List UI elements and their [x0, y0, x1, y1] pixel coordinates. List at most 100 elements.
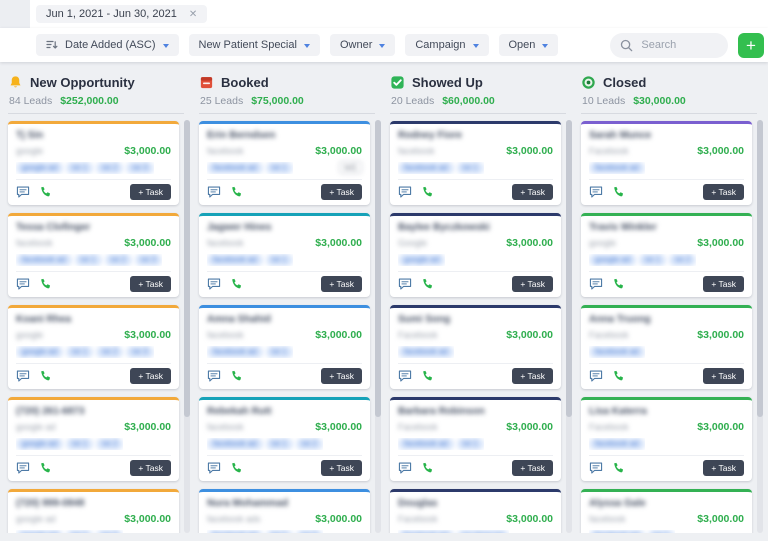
scrollbar-thumb[interactable] [184, 120, 190, 418]
lead-card[interactable]: Rebekah Rutt facebook $3,000.00 facebook… [199, 397, 370, 481]
lead-value: $3,000.00 [506, 513, 553, 525]
lead-card[interactable]: Jagwer Hines facebook $3,000.00 facebook… [199, 213, 370, 297]
column-scrollbar[interactable] [184, 120, 190, 533]
lead-card[interactable]: Travis Winkler google $3,000.00 google a… [581, 213, 752, 297]
phone-icon[interactable] [421, 186, 434, 199]
add-task-button[interactable]: + Task [703, 276, 744, 292]
lead-card[interactable]: Douglas Facebook $3,000.00 facebook adno… [390, 489, 561, 533]
campaign-dropdown[interactable]: Campaign [405, 34, 489, 56]
lead-tag: txt 1 [66, 529, 94, 533]
sort-dropdown[interactable]: Date Added (ASC) [36, 34, 179, 56]
scrollbar-thumb[interactable] [566, 120, 572, 418]
add-task-button[interactable]: + Task [321, 184, 362, 200]
lead-card[interactable]: Baylee Byczkowski Google $3,000.00 googl… [390, 213, 561, 297]
lead-card[interactable]: Tessa Clofinger facebook $3,000.00 faceb… [8, 213, 179, 297]
lead-card[interactable]: Amna Shahid facebook $3,000.00 facebook … [199, 305, 370, 389]
chat-icon[interactable] [589, 370, 603, 382]
chat-icon[interactable] [207, 186, 221, 198]
chat-icon[interactable] [16, 186, 30, 198]
status-dropdown[interactable]: Open [498, 34, 559, 56]
search-box [610, 32, 728, 58]
add-task-button[interactable]: + Task [321, 460, 362, 476]
lead-card[interactable]: (720) 999-0848 google ad $3,000.00 googl… [8, 489, 179, 533]
add-task-button[interactable]: + Task [130, 184, 171, 200]
close-icon[interactable]: ✕ [188, 8, 198, 20]
phone-icon[interactable] [612, 462, 625, 475]
phone-icon[interactable] [421, 278, 434, 291]
phone-icon[interactable] [612, 186, 625, 199]
chat-icon[interactable] [589, 462, 603, 474]
column-cards: Sarah Munce Facebook $3,000.00 facebook … [581, 121, 752, 533]
add-task-button[interactable]: + Task [512, 276, 553, 292]
scrollbar-thumb[interactable] [375, 120, 381, 418]
phone-icon[interactable] [39, 278, 52, 291]
chat-icon[interactable] [398, 186, 412, 198]
column-scrollbar[interactable] [566, 120, 572, 533]
chat-icon[interactable] [16, 370, 30, 382]
chat-icon[interactable] [207, 278, 221, 290]
owner-dropdown[interactable]: Owner [329, 34, 396, 56]
phone-icon[interactable] [230, 462, 243, 475]
search-input[interactable] [639, 38, 718, 52]
lead-card[interactable]: Koani Rhea google $3,000.00 google ad txt… [8, 305, 179, 389]
phone-icon[interactable] [421, 462, 434, 475]
lead-name: Rodney Fiore [398, 130, 462, 141]
phone-icon[interactable] [39, 370, 52, 383]
lead-tags: facebook adno show txt [398, 529, 510, 533]
lead-card[interactable]: Erin Berndsen facebook $3,000.00 faceboo… [199, 121, 370, 205]
phone-icon[interactable] [230, 278, 243, 291]
phone-icon[interactable] [612, 278, 625, 291]
lead-card[interactable]: Rodney Fiore facebook $3,000.00 facebook… [390, 121, 561, 205]
lead-card[interactable]: (720) 261-6873 google ad $3,000.00 googl… [8, 397, 179, 481]
column-scrollbar[interactable] [375, 120, 381, 533]
chevron-down-icon [379, 43, 386, 48]
add-task-button[interactable]: + Task [512, 368, 553, 384]
phone-icon[interactable] [39, 462, 52, 475]
chat-icon[interactable] [398, 370, 412, 382]
add-task-button[interactable]: + Task [703, 368, 744, 384]
lead-source: Facebook [589, 422, 629, 432]
add-task-button[interactable]: + Task [130, 276, 171, 292]
chevron-down-icon [542, 43, 549, 48]
lead-card-footer: + Task [589, 455, 744, 476]
add-opportunity-button[interactable]: + [738, 32, 764, 58]
phone-icon[interactable] [230, 370, 243, 383]
lead-card[interactable]: Nura Mohammad facebook ads $3,000.00 fac… [199, 489, 370, 533]
lead-card[interactable]: Lisa Katerra Facebook $3,000.00 facebook… [581, 397, 752, 481]
lead-card-footer: + Task [589, 363, 744, 384]
lead-card[interactable]: Barbara Robinson Facebook $3,000.00 face… [390, 397, 561, 481]
lead-card[interactable]: Tj Sin google $3,000.00 google ad txt 1 tx… [8, 121, 179, 205]
phone-icon[interactable] [421, 370, 434, 383]
add-task-button[interactable]: + Task [512, 184, 553, 200]
chat-icon[interactable] [589, 186, 603, 198]
add-task-button[interactable]: + Task [321, 276, 362, 292]
chat-icon[interactable] [398, 462, 412, 474]
add-task-button[interactable]: + Task [703, 184, 744, 200]
chat-icon[interactable] [16, 462, 30, 474]
add-task-button[interactable]: + Task [703, 460, 744, 476]
lead-card[interactable]: Sarah Munce Facebook $3,000.00 facebook … [581, 121, 752, 205]
add-task-button[interactable]: + Task [130, 460, 171, 476]
add-task-button[interactable]: + Task [512, 460, 553, 476]
add-task-button[interactable]: + Task [321, 368, 362, 384]
lead-card[interactable]: Sumi Song Facebook $3,000.00 facebook ad… [390, 305, 561, 389]
scrollbar-thumb[interactable] [757, 120, 763, 418]
lead-card-mid-row: google ad $3,000.00 [16, 513, 171, 525]
phone-icon[interactable] [612, 370, 625, 383]
date-range-filter[interactable]: Jun 1, 2021 - Jun 30, 2021 ✕ [36, 5, 208, 23]
chat-icon[interactable] [589, 278, 603, 290]
chat-icon[interactable] [207, 370, 221, 382]
lead-card[interactable]: Alyssa Gale facebook $3,000.00 facebook … [581, 489, 752, 533]
chat-icon[interactable] [207, 462, 221, 474]
phone-icon[interactable] [230, 186, 243, 199]
lead-tags: google ad txt 1 txt 2 txt 3 [16, 345, 154, 358]
add-task-button[interactable]: + Task [130, 368, 171, 384]
chat-icon[interactable] [16, 278, 30, 290]
chat-icon[interactable] [398, 278, 412, 290]
pipeline-dropdown[interactable]: New Patient Special [188, 34, 320, 56]
lead-card[interactable]: Anna Truong Facebook $3,000.00 facebook … [581, 305, 752, 389]
phone-icon[interactable] [39, 186, 52, 199]
column-scrollbar[interactable] [757, 120, 763, 533]
